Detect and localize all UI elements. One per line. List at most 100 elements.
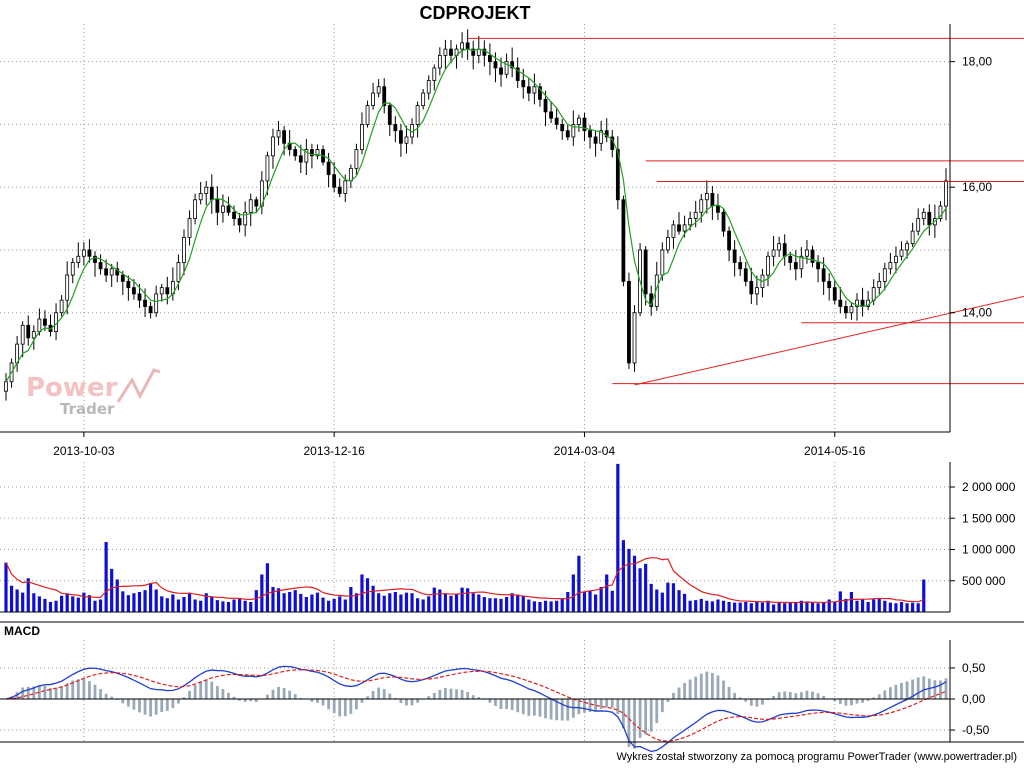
volume-bar — [488, 598, 492, 612]
volume-bar — [226, 602, 231, 612]
macd-histogram-bar — [232, 696, 236, 699]
candle-body — [565, 130, 570, 138]
candle-body — [688, 218, 693, 226]
macd-histogram-bar — [888, 687, 892, 699]
macd-histogram-bar — [410, 699, 414, 706]
candle-body — [471, 48, 476, 56]
macd-histogram-bar — [293, 694, 297, 699]
macd-histogram-bar — [683, 683, 686, 699]
volume-bar — [243, 600, 247, 612]
volume-bar — [288, 592, 292, 612]
macd-histogram-bar — [121, 699, 125, 704]
candle-body — [182, 237, 186, 263]
volume-bar — [894, 603, 898, 612]
macd-histogram-bar — [727, 686, 731, 699]
volume-bar — [521, 595, 525, 612]
macd-histogram-bar — [388, 693, 392, 699]
candle-body — [805, 249, 809, 257]
macd-histogram-bar — [104, 693, 108, 699]
macd-histogram-bar — [93, 684, 97, 699]
price-ytick-label: 16,00 — [962, 180, 992, 194]
macd-histogram-bar — [165, 699, 169, 711]
macd-histogram-bar — [905, 681, 909, 699]
macd-histogram-bar — [577, 699, 581, 715]
macd-histogram-bar — [249, 699, 253, 702]
macd-histogram-bar — [544, 699, 547, 719]
macd-histogram-bar — [471, 695, 475, 699]
volume-panel: 500 000 1 000 000 1 500 000 2 000 000 — [0, 462, 1016, 613]
macd-histogram-bar — [766, 699, 770, 701]
candle-body — [710, 193, 715, 207]
macd-histogram-bar — [521, 699, 525, 715]
macd-histogram-bar — [772, 695, 775, 699]
macd-histogram-bar — [60, 686, 64, 699]
footer-credit: Wykres został stworzony za pomocą progra… — [616, 751, 1017, 763]
macd-panel: MACD 0,50 0,00 -0,50 — [0, 621, 1024, 753]
volume-bar — [315, 592, 320, 612]
candle-body — [821, 268, 826, 282]
candle-body — [632, 312, 637, 364]
volume-bar — [788, 602, 792, 612]
macd-histogram-bar — [254, 699, 258, 703]
volume-bar — [527, 599, 531, 612]
volume-bar — [872, 599, 876, 612]
candle-body — [198, 193, 203, 201]
price-x-ticks: 2013-10-03 2013-12-16 2014-03-04 2014-05-16 — [53, 432, 866, 458]
volume-bar — [710, 601, 714, 612]
candle-body — [43, 318, 47, 326]
macd-histogram-bar — [866, 699, 870, 701]
volume-bar — [421, 599, 425, 612]
candle-body — [721, 211, 726, 232]
volume-bar — [432, 587, 436, 612]
macd-histogram-bar — [599, 699, 603, 709]
macd-histogram-bar — [427, 696, 431, 699]
macd-histogram-bar — [377, 687, 381, 699]
macd-histogram-bar — [566, 699, 570, 721]
macd-histogram-bar — [666, 699, 670, 703]
macd-histogram-bar — [138, 699, 141, 713]
macd-histogram-bar — [488, 699, 492, 703]
candle-body — [754, 287, 759, 295]
candle-body — [215, 199, 220, 213]
volume-bar — [571, 574, 575, 612]
candle-body — [315, 149, 320, 157]
candle-body — [393, 124, 398, 132]
candle-body — [571, 124, 576, 138]
candle-body — [482, 48, 487, 56]
volume-ytick-label: 500 000 — [962, 574, 1006, 588]
candle-body — [326, 161, 331, 176]
candle-body — [504, 61, 509, 75]
candle-body — [938, 205, 943, 219]
candle-body — [738, 262, 743, 270]
volume-bar — [137, 592, 142, 612]
candle-body — [532, 86, 537, 94]
candle-body — [766, 255, 770, 276]
candle-body — [910, 230, 915, 245]
volume-bar — [427, 596, 431, 612]
macd-histogram-bar — [132, 699, 136, 710]
volume-bar — [354, 593, 359, 612]
macd-histogram-bar — [438, 689, 442, 699]
candle-body — [521, 80, 526, 88]
macd-histogram-bar — [894, 684, 898, 699]
volume-bar — [182, 597, 186, 612]
macd-histogram-bar — [694, 676, 698, 699]
volume-bar — [238, 598, 242, 612]
volume-bar — [666, 582, 670, 612]
candle-body — [905, 243, 909, 251]
candle-body — [677, 224, 681, 232]
macd-histogram-bar — [110, 696, 114, 699]
candle-body — [70, 262, 75, 276]
macd-histogram-bar — [749, 699, 753, 706]
volume-bar — [410, 593, 414, 612]
candle-body — [699, 199, 704, 213]
volume-bar — [504, 597, 509, 612]
price-xtick-label: 2014-05-16 — [804, 444, 866, 458]
macd-histogram-bar — [533, 699, 536, 716]
volume-bar — [160, 596, 164, 612]
macd-histogram-bar — [944, 678, 948, 699]
macd-histogram-bar — [182, 697, 186, 699]
volume-bar — [644, 563, 648, 612]
price-ytick-label: 14,00 — [962, 306, 992, 320]
